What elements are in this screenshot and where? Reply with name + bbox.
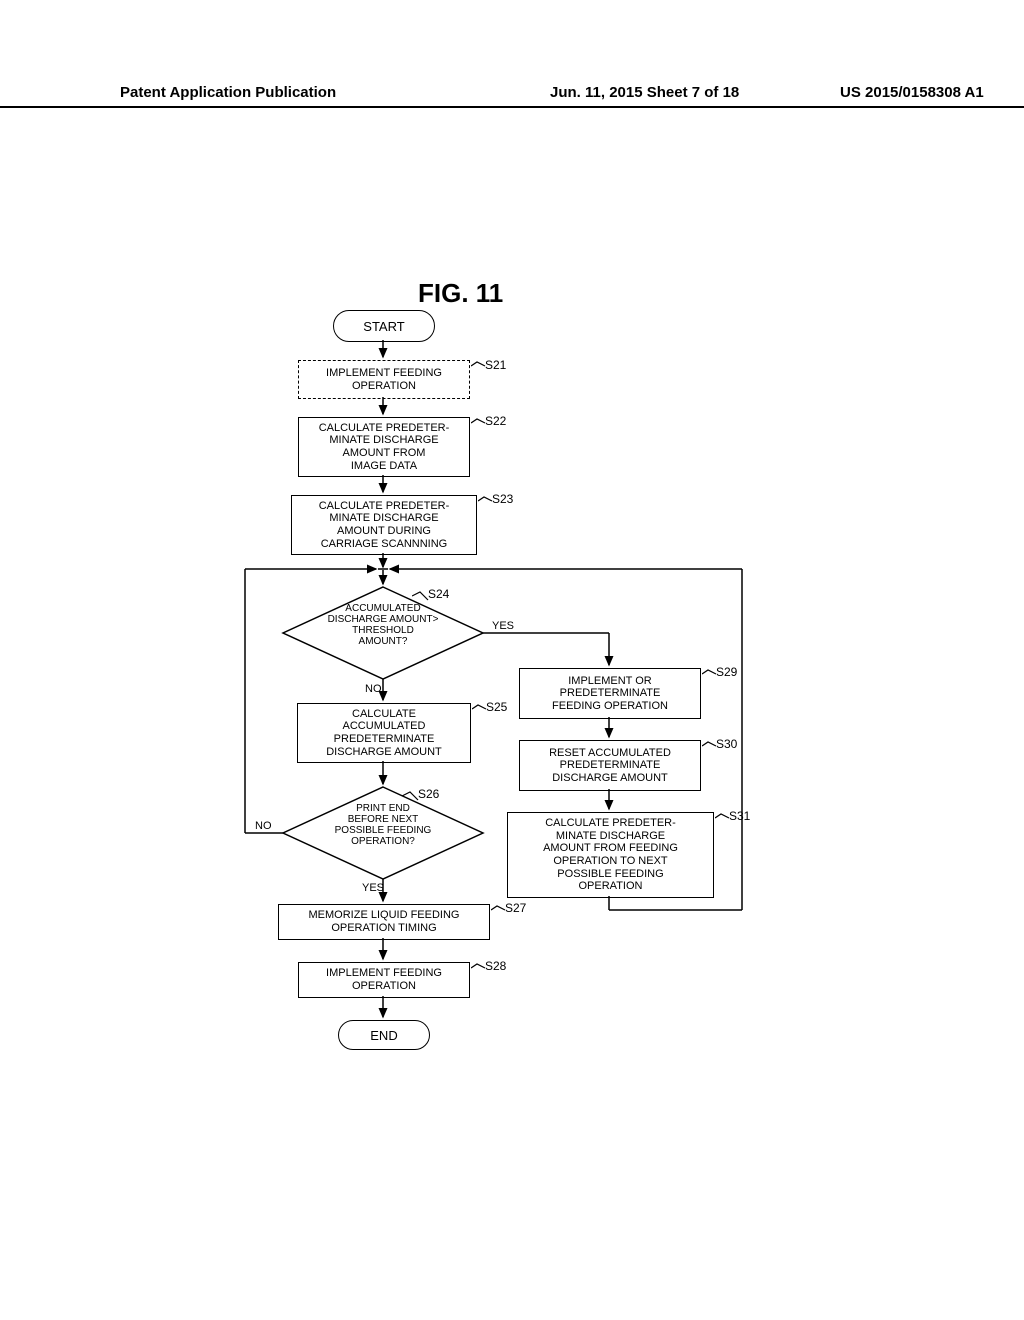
label-s24: S24 <box>428 587 449 601</box>
label-s30: S30 <box>716 737 737 751</box>
flow-lines <box>0 0 1024 1320</box>
step-s31: CALCULATE PREDETER- MINATE DISCHARGE AMO… <box>507 812 714 898</box>
label-s27: S27 <box>505 901 526 915</box>
terminal-end: END <box>338 1020 430 1050</box>
step-s23: CALCULATE PREDETER- MINATE DISCHARGE AMO… <box>291 495 477 555</box>
step-s28-text: IMPLEMENT FEEDING OPERATION <box>326 967 442 992</box>
step-s22-text: CALCULATE PREDETER- MINATE DISCHARGE AMO… <box>319 422 450 473</box>
step-s21-text: IMPLEMENT FEEDING OPERATION <box>326 367 442 392</box>
step-s30: RESET ACCUMULATED PREDETERMINATE DISCHAR… <box>519 740 701 791</box>
step-s29-text: IMPLEMENT OR PREDETERMINATE FEEDING OPER… <box>552 675 668 713</box>
label-s26: S26 <box>418 787 439 801</box>
step-s25: CALCULATE ACCUMULATED PREDETERMINATE DIS… <box>297 703 471 763</box>
step-s30-text: RESET ACCUMULATED PREDETERMINATE DISCHAR… <box>549 747 671 785</box>
step-s27-text: MEMORIZE LIQUID FEEDING OPERATION TIMING <box>309 909 460 934</box>
step-s29: IMPLEMENT OR PREDETERMINATE FEEDING OPER… <box>519 668 701 719</box>
step-s28: IMPLEMENT FEEDING OPERATION <box>298 962 470 998</box>
label-s28: S28 <box>485 959 506 973</box>
figure-title: FIG. 11 <box>418 278 503 309</box>
page-header: Patent Application Publication Jun. 11, … <box>0 84 1024 108</box>
step-s24-text: ACCUMULATED DISCHARGE AMOUNT> THRESHOLD … <box>293 603 473 647</box>
label-s26-no: NO <box>255 820 272 832</box>
label-s21: S21 <box>485 358 506 372</box>
label-s29: S29 <box>716 665 737 679</box>
label-s25: S25 <box>486 700 507 714</box>
label-s26-yes: YES <box>362 882 384 894</box>
label-s31: S31 <box>729 809 750 823</box>
step-s25-text: CALCULATE ACCUMULATED PREDETERMINATE DIS… <box>326 708 442 759</box>
step-s26-text: PRINT END BEFORE NEXT POSSIBLE FEEDING O… <box>303 803 463 847</box>
header-center: Jun. 11, 2015 Sheet 7 of 18 <box>430 84 739 101</box>
step-s22: CALCULATE PREDETER- MINATE DISCHARGE AMO… <box>298 417 470 477</box>
label-s23: S23 <box>492 492 513 506</box>
label-s24-yes: YES <box>492 620 514 632</box>
step-s31-text: CALCULATE PREDETER- MINATE DISCHARGE AMO… <box>543 817 678 893</box>
header-right: US 2015/0158308 A1 <box>720 84 984 101</box>
label-s24-no: NO <box>365 683 382 695</box>
header-left: Patent Application Publication <box>0 84 336 101</box>
terminal-start: START <box>333 310 435 342</box>
label-s22: S22 <box>485 414 506 428</box>
step-s23-text: CALCULATE PREDETER- MINATE DISCHARGE AMO… <box>319 500 450 551</box>
page: Patent Application Publication Jun. 11, … <box>0 0 1024 1320</box>
step-s27: MEMORIZE LIQUID FEEDING OPERATION TIMING <box>278 904 490 940</box>
step-s21: IMPLEMENT FEEDING OPERATION <box>298 360 470 399</box>
